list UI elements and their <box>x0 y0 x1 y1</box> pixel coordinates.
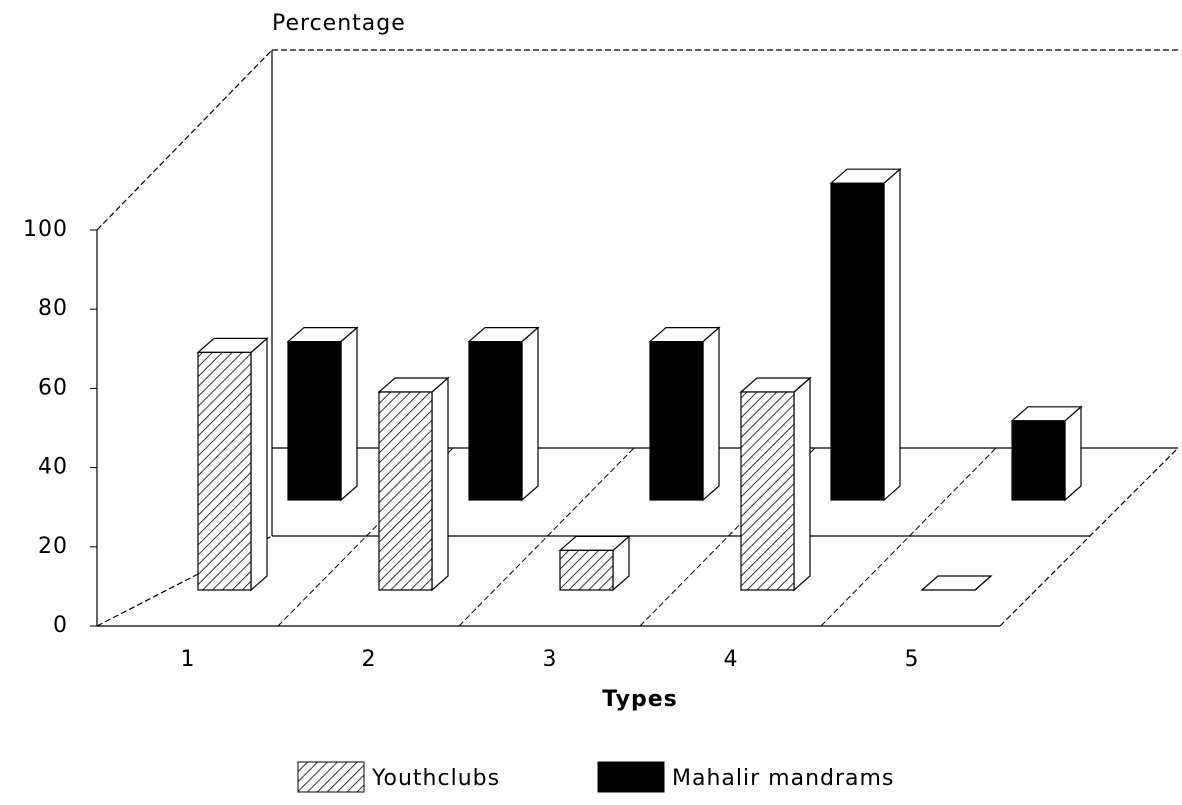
bar <box>649 341 704 501</box>
floor-divider <box>820 447 997 627</box>
bar-side <box>250 337 268 592</box>
bar <box>378 391 433 591</box>
y-tick-label: 0 <box>53 613 68 638</box>
bar-side <box>883 167 901 502</box>
legend-swatch <box>297 761 365 793</box>
bar <box>197 351 252 591</box>
bar <box>287 341 342 501</box>
bar-side <box>340 326 358 502</box>
legend-label: Youthclubs <box>371 766 500 791</box>
bar <box>468 341 523 501</box>
bar-side <box>702 326 720 502</box>
bar-side <box>1064 405 1082 502</box>
bar <box>559 549 614 591</box>
x-tick-label: 5 <box>905 647 920 672</box>
y-tick-label: 60 <box>38 375 68 400</box>
x-tick-label: 1 <box>181 647 196 672</box>
x-axis-title: Types <box>602 687 678 712</box>
bar-side <box>431 376 449 592</box>
y-axis-title: Percentage <box>272 11 406 36</box>
x-tick-label: 3 <box>543 647 558 672</box>
bar-side <box>521 326 539 502</box>
bar-top <box>920 575 993 591</box>
legend-swatch <box>597 761 665 793</box>
x-tick-label: 4 <box>724 647 739 672</box>
bar-side <box>793 376 811 592</box>
floor-divider <box>458 447 635 627</box>
bar <box>740 391 795 591</box>
bar <box>830 182 885 501</box>
y-tick-label: 100 <box>23 217 68 242</box>
y-tick-label: 20 <box>38 534 68 559</box>
x-tick-label: 2 <box>362 647 377 672</box>
bar <box>1011 420 1066 501</box>
legend-label: Mahalir mandrams <box>672 766 894 791</box>
y-tick-label: 80 <box>38 296 68 321</box>
y-tick-label: 40 <box>38 455 68 480</box>
